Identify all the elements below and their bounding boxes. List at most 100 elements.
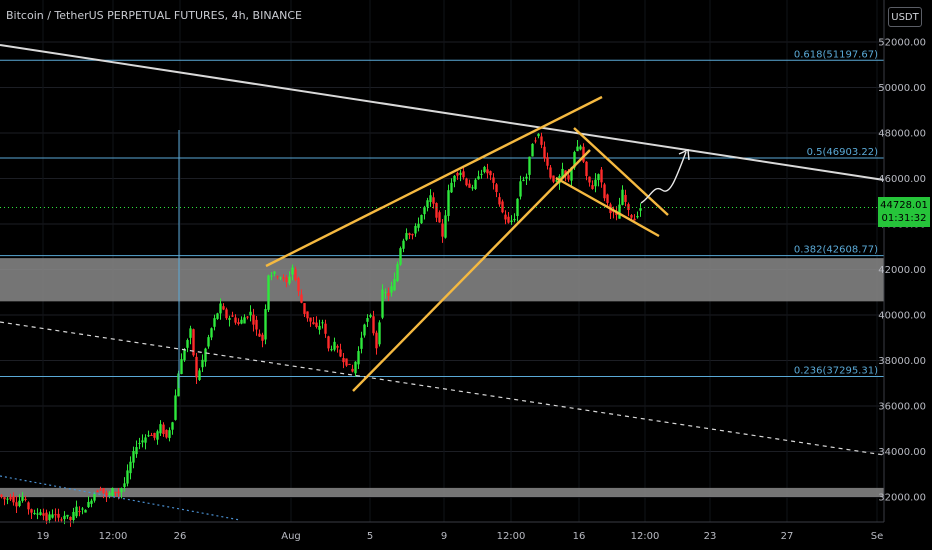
candle-body bbox=[108, 492, 111, 496]
candle-body bbox=[465, 178, 468, 186]
candle-body bbox=[564, 170, 567, 176]
candle-body bbox=[414, 225, 417, 234]
x-tick-label: 26 bbox=[174, 531, 187, 542]
fib-label: 0.382(42608.77) bbox=[794, 245, 878, 256]
candle-body bbox=[15, 502, 18, 507]
dotted-blue-line[interactable] bbox=[0, 475, 241, 521]
fib-label: 0.618(51197.67) bbox=[794, 49, 878, 60]
candle-body bbox=[453, 175, 456, 182]
candle-body bbox=[369, 315, 372, 317]
candle-body bbox=[462, 171, 465, 178]
candle-body bbox=[186, 340, 189, 348]
candle-body bbox=[501, 201, 504, 213]
candle-body bbox=[456, 172, 459, 176]
candle-body bbox=[366, 318, 369, 322]
candle-body bbox=[60, 519, 63, 521]
y-tick-label: 42000.00 bbox=[878, 265, 926, 276]
candle-body bbox=[399, 248, 402, 265]
candle-body bbox=[324, 323, 327, 334]
candle-body bbox=[99, 489, 102, 491]
candle-body bbox=[408, 233, 411, 236]
candle-body bbox=[360, 337, 363, 349]
x-tick-label: Aug bbox=[281, 531, 301, 542]
x-axis[interactable]: 19 12:00 26 Aug 5 9 12:00 16 12:00 23 27 Se bbox=[37, 531, 884, 542]
candle-body bbox=[468, 183, 471, 188]
flag-lower-line[interactable] bbox=[555, 176, 660, 238]
candle-body bbox=[315, 322, 318, 327]
candle-body bbox=[135, 447, 138, 455]
candle-body bbox=[39, 512, 42, 515]
candle-body bbox=[561, 168, 564, 178]
last-price-value: 44728.01 bbox=[880, 200, 928, 211]
candle-body bbox=[252, 314, 255, 325]
x-tick-label: 5 bbox=[367, 531, 373, 542]
candle-body bbox=[390, 286, 393, 293]
x-tick-label: 9 bbox=[441, 531, 447, 542]
candle-body bbox=[297, 278, 300, 292]
candle-body bbox=[306, 311, 309, 319]
candle-body bbox=[330, 349, 333, 351]
candle-body bbox=[309, 317, 312, 322]
candle-body bbox=[78, 511, 81, 513]
candle-body bbox=[111, 488, 114, 496]
candle-body bbox=[573, 152, 576, 168]
candle-body bbox=[603, 184, 606, 199]
candle-body bbox=[126, 470, 129, 484]
candle-body bbox=[402, 240, 405, 249]
candle-body bbox=[432, 197, 435, 204]
candle-body bbox=[291, 267, 294, 275]
candle-body bbox=[237, 322, 240, 324]
flag-upper-line[interactable] bbox=[573, 127, 669, 216]
candle-body bbox=[153, 432, 156, 438]
candle-body bbox=[492, 177, 495, 183]
candle-body bbox=[273, 271, 276, 274]
candle-body bbox=[426, 200, 429, 207]
wedge-lower-line[interactable] bbox=[352, 149, 591, 392]
projection-arrow[interactable] bbox=[640, 151, 687, 204]
candle-body bbox=[531, 143, 534, 157]
chart-title: Bitcoin / TetherUS PERPETUAL FUTURES, 4h… bbox=[6, 9, 302, 22]
candle-body bbox=[213, 318, 216, 327]
candle-body bbox=[510, 220, 513, 222]
candle-body bbox=[597, 174, 600, 181]
candle-body bbox=[417, 223, 420, 228]
candle-body bbox=[630, 215, 633, 218]
candle-body bbox=[513, 218, 516, 221]
candle-body bbox=[66, 514, 69, 517]
candle-body bbox=[51, 514, 54, 518]
candle-body bbox=[489, 171, 492, 176]
resistance-line[interactable] bbox=[0, 44, 885, 181]
candle-body bbox=[195, 356, 198, 378]
candle-body bbox=[525, 176, 528, 179]
candle-body bbox=[600, 169, 603, 183]
candle-body bbox=[621, 189, 624, 205]
candle-body bbox=[624, 194, 627, 202]
candle-body bbox=[519, 181, 522, 197]
y-tick-label: 32000.00 bbox=[878, 493, 926, 504]
candle-body bbox=[411, 234, 414, 236]
x-tick-label: 12:00 bbox=[99, 531, 128, 542]
x-tick-label: 12:00 bbox=[631, 531, 660, 542]
candle-body bbox=[528, 156, 531, 175]
candle-body bbox=[591, 185, 594, 189]
y-tick-label: 36000.00 bbox=[878, 402, 926, 413]
candle-body bbox=[534, 140, 537, 142]
wedge-upper-line[interactable] bbox=[265, 95, 603, 268]
candle-body bbox=[438, 212, 441, 223]
currency-button[interactable]: USDT bbox=[888, 7, 922, 27]
candle-body bbox=[216, 313, 219, 319]
candle-body bbox=[522, 179, 525, 181]
candle-body bbox=[246, 316, 249, 318]
support-zone[interactable] bbox=[0, 258, 884, 302]
candle-body bbox=[27, 502, 30, 510]
candle-body bbox=[594, 179, 597, 187]
candle-body bbox=[276, 276, 279, 278]
candle-body bbox=[636, 216, 639, 218]
candle-body bbox=[471, 187, 474, 189]
support-zone[interactable] bbox=[0, 487, 884, 497]
dashed-trend-line[interactable] bbox=[0, 321, 885, 456]
candle-body bbox=[102, 488, 105, 493]
candle-body bbox=[174, 395, 177, 420]
candle-body bbox=[585, 161, 588, 177]
